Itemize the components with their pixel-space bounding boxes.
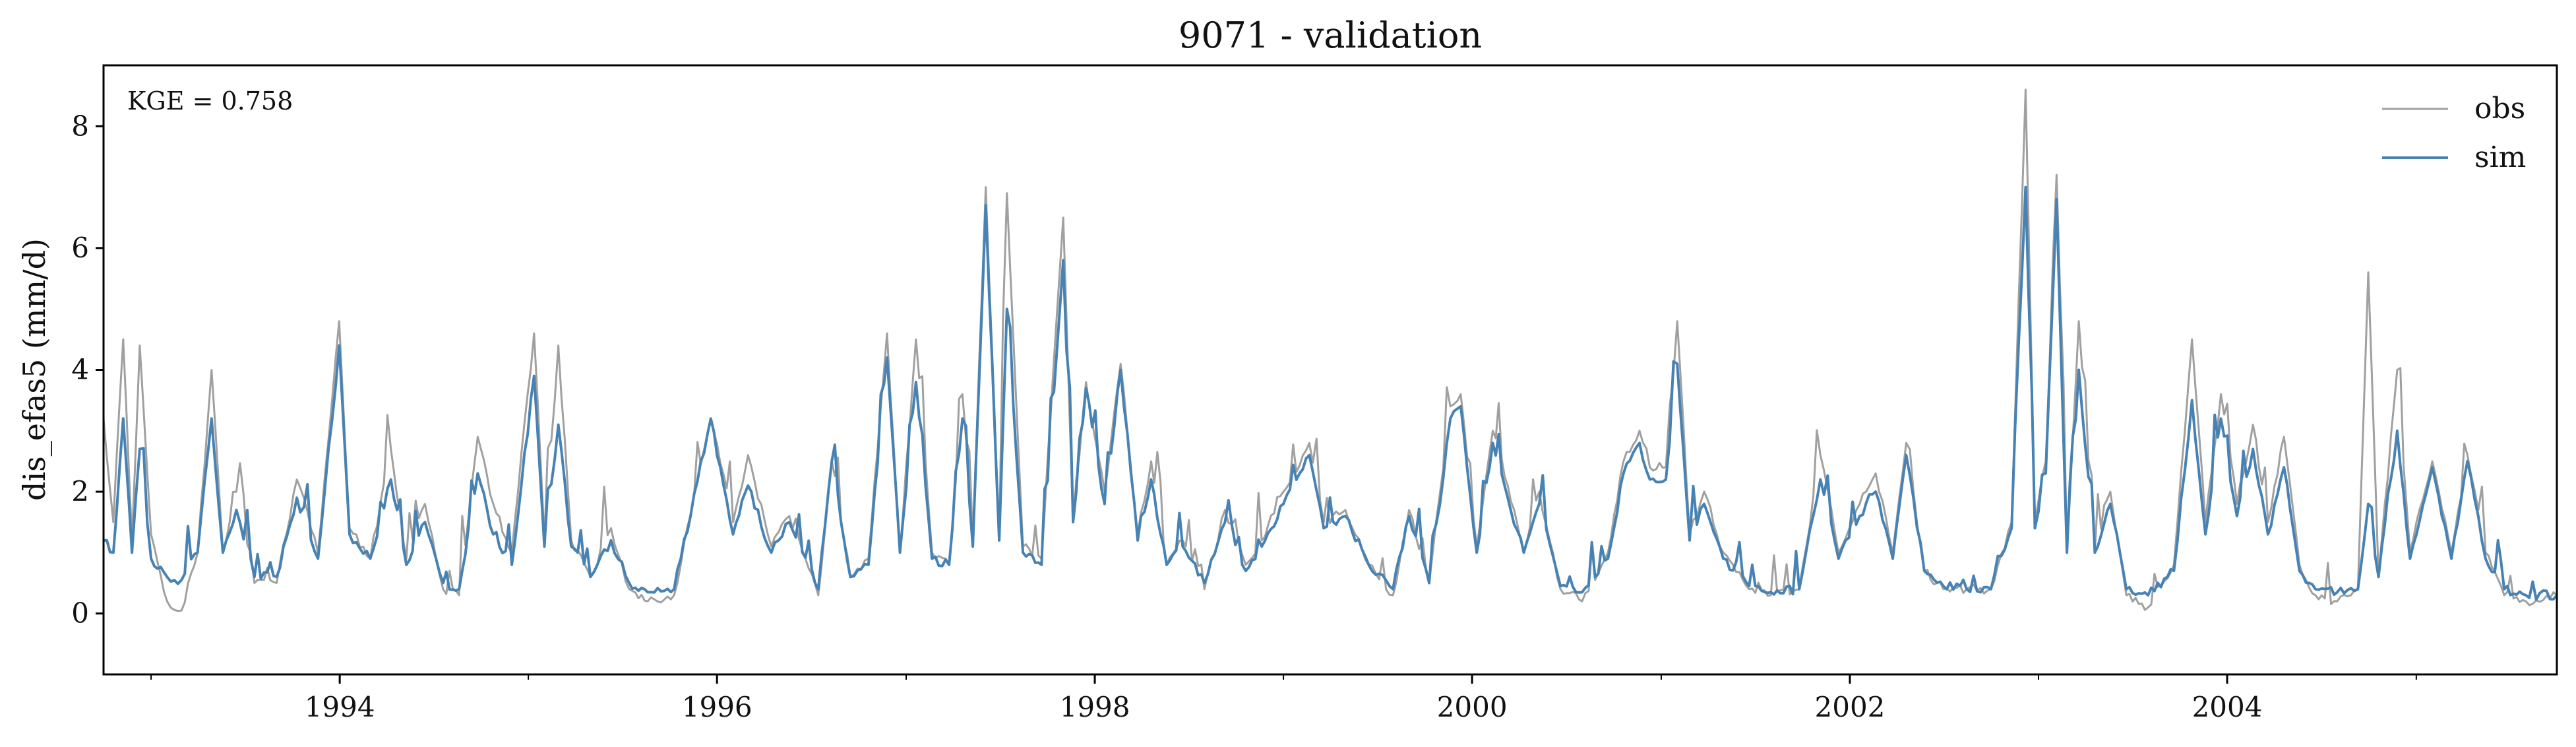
kge-annotation: KGE = 0.758 <box>127 86 293 115</box>
series-line-sim <box>103 185 2558 601</box>
legend-label-sim: sim <box>2474 141 2526 174</box>
y-tick-label: 6 <box>71 232 89 264</box>
y-axis-label: dis_efas5 (mm/d) <box>16 238 52 501</box>
x-tick-label: 1994 <box>305 691 375 723</box>
series-line-obs <box>102 88 2558 612</box>
chart-title: 9071 - validation <box>1179 15 1482 56</box>
legend-label-obs: obs <box>2474 92 2525 125</box>
x-tick-label: 1998 <box>1060 691 1130 723</box>
x-tick-label: 2004 <box>2192 691 2263 723</box>
y-tick-label: 0 <box>71 597 89 630</box>
y-tick-label: 4 <box>71 354 89 386</box>
x-tick-label: 2002 <box>1815 691 1886 723</box>
y-tick-label: 8 <box>71 110 89 142</box>
x-tick-label: 1996 <box>682 691 752 723</box>
legend: obs sim <box>2382 92 2526 174</box>
y-tick-label: 2 <box>71 475 89 507</box>
x-tick-label: 2000 <box>1437 691 1508 723</box>
